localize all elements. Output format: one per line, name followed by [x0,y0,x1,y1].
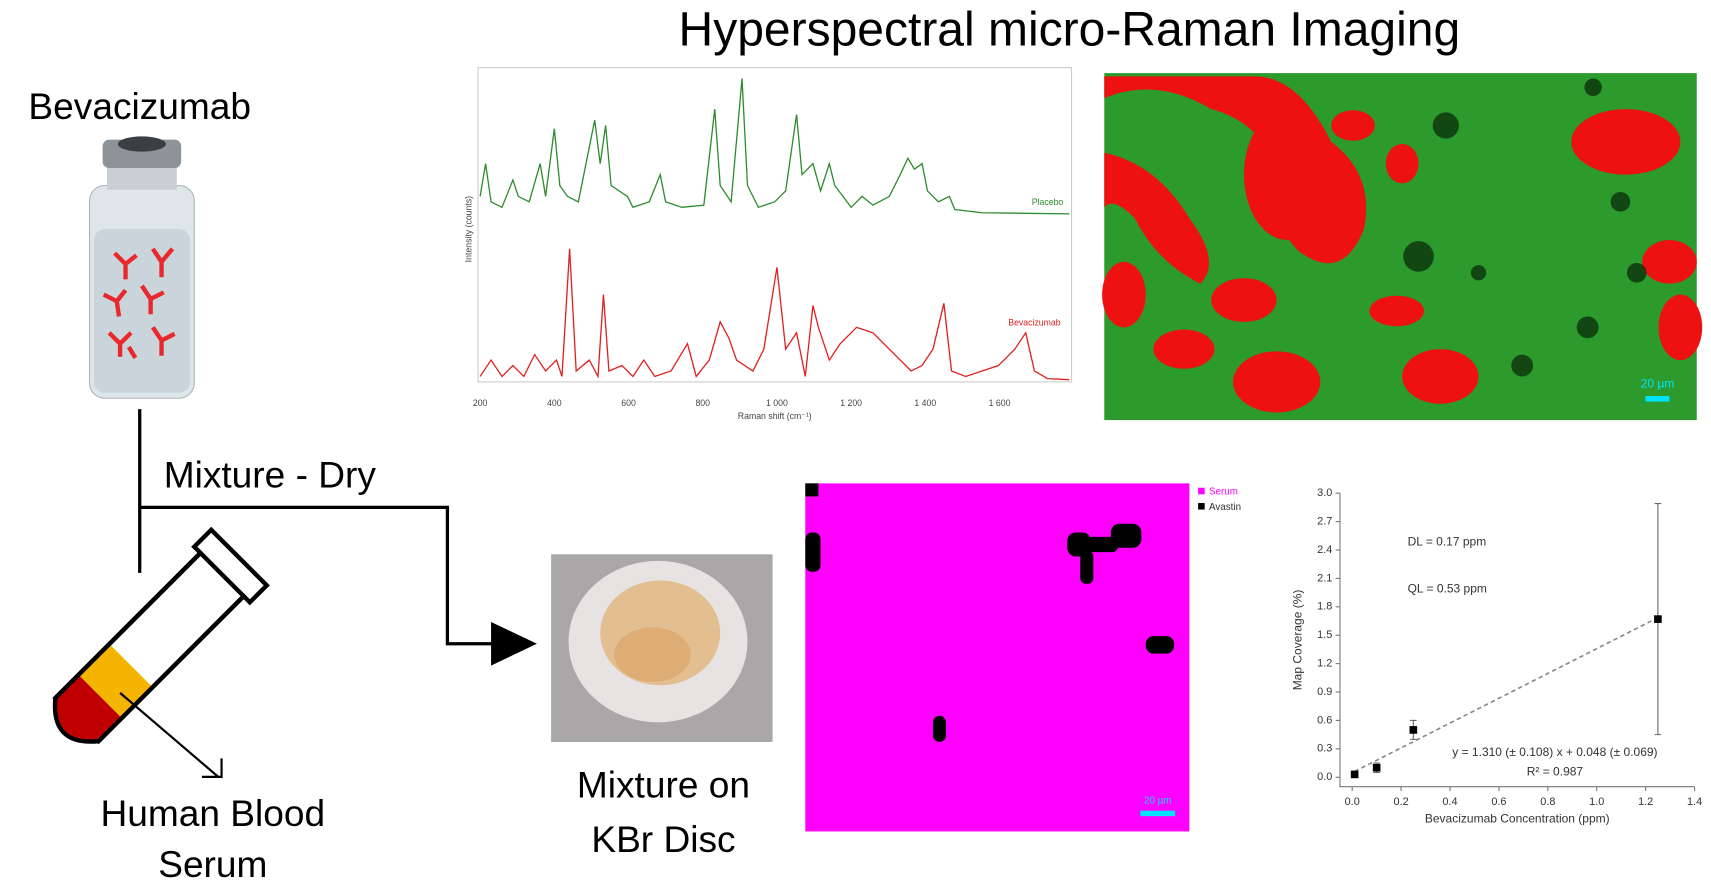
disc-label: KBr Disc [591,818,735,860]
series-label: Placebo [1032,197,1064,207]
x-tick-label: 1.2 [1638,796,1653,808]
point [1350,770,1359,779]
spectra-panel: Placebo Bevacizumab Intensity (counts) R… [464,67,1073,421]
x-tick-label: 1 600 [989,398,1011,408]
x-tick-label: 1 200 [840,398,862,408]
series-label: Bevacizumab [1008,317,1060,327]
x-tick-label: 0.8 [1540,796,1555,808]
vial [88,136,195,399]
annotation: R² = 0.987 [1527,765,1584,779]
raman-map: 20 µm [1102,73,1703,421]
fit-line [1354,616,1659,773]
x-tick-label: 0.0 [1345,796,1360,808]
x-tick-label: 1 400 [914,398,936,408]
pointer-arrow [119,692,223,778]
axis [1339,493,1695,788]
placebo-spectrum [479,78,1070,215]
y-tick-label: 0.6 [1317,714,1332,726]
x-tick-label: 0.6 [1491,796,1506,808]
x-tick-label: 1.4 [1687,796,1702,808]
y-tick-label: 0.9 [1317,686,1332,698]
y-tick-label: 2.4 [1317,544,1332,556]
step-label: Mixture - Dry [164,454,377,496]
x-axis-label: Raman shift (cm⁻¹) [738,411,812,421]
scatter-chart: 0.0 0.3 0.6 0.9 1.2 1.5 1.8 2.1 2.4 2.7 3.0 0.0 0.2 0… [1291,487,1702,826]
x-tick-label: 200 [473,398,488,408]
legend-label: Avastin [1209,502,1241,513]
flow-line [138,409,497,646]
annotation: DL = 0.17 ppm [1408,534,1487,548]
flow-arrow [491,621,537,666]
x-tick-label: 800 [695,398,710,408]
disc-label: Mixture on [577,764,750,806]
y-tick-label: 1.5 [1317,629,1332,641]
x-tick-label: 400 [547,398,562,408]
scale-label: 20 µm [1144,795,1171,806]
y-tick-label: 0.0 [1317,771,1332,783]
y-tick-label: 0.3 [1317,743,1332,755]
annotation: QL = 0.53 ppm [1408,581,1487,595]
drug-label: Bevacizumab [28,85,251,127]
classification-map: 20 µm Serum Avastin [805,483,1241,832]
serum-label: Serum [158,843,267,885]
x-tick-label: 0.2 [1394,796,1409,808]
point [1409,726,1418,734]
point [1372,763,1381,772]
x-tick-label: 1.0 [1589,796,1604,808]
x-tick-label: 1 000 [766,398,788,408]
y-tick-label: 2.1 [1317,572,1332,584]
point [1654,615,1662,623]
disc-photo [551,554,773,742]
legend-label: Serum [1209,487,1238,498]
title: Hyperspectral micro-Raman Imaging [679,3,1461,56]
x-tick-label: 0.4 [1442,796,1457,808]
y-tick-label: 1.8 [1317,601,1332,613]
y-tick-label: 2.7 [1317,515,1332,527]
y-tick-label: 1.2 [1317,657,1332,669]
annotation: y = 1.310 (± 0.108) x + 0.048 (± 0.069) [1452,745,1657,759]
bevacizumab-spectrum [479,248,1070,381]
y-axis-label: Intensity (counts) [464,196,474,262]
y-axis-label: Map Coverage (%) [1291,590,1305,691]
y-tick-label: 3.0 [1317,487,1332,499]
serum-label: Human Blood [100,792,325,834]
x-axis-label: Bevacizumab Concentration (ppm) [1425,812,1610,826]
tube [52,526,270,745]
x-tick-label: 600 [621,398,636,408]
scale-label: 20 µm [1641,376,1675,390]
